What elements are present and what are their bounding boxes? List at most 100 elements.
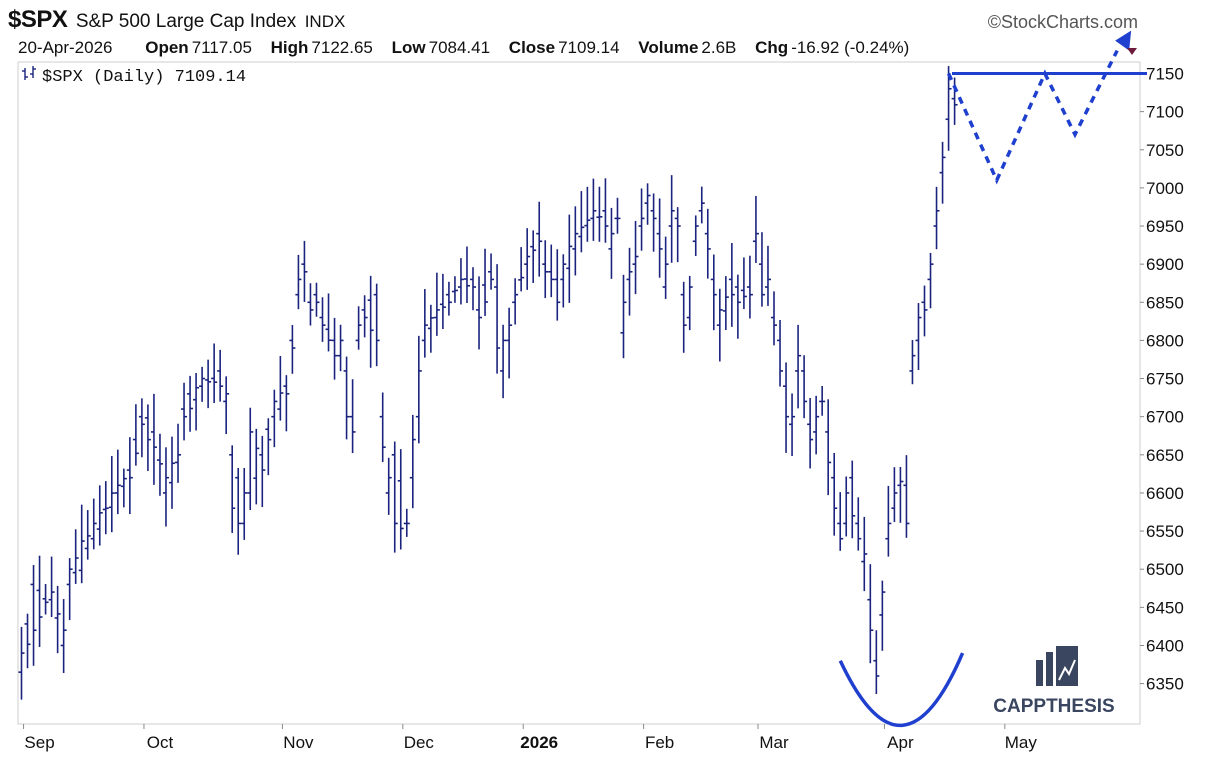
ohlc-bar — [24, 613, 31, 669]
y-tick-label: 7100 — [1146, 103, 1184, 122]
ohlc-bar — [572, 206, 579, 276]
ohlc-bar — [169, 436, 175, 509]
ohlc-bar — [391, 441, 398, 553]
ohlc-bar — [421, 289, 428, 358]
y-tick-label: 6850 — [1146, 293, 1184, 312]
bottom-bowl-curve — [838, 652, 965, 728]
ohlc-bar — [18, 626, 25, 700]
ohlc-bar — [229, 445, 236, 533]
ohlc-bar — [933, 186, 940, 250]
ohlc-bar — [632, 220, 639, 295]
ohlc-bar — [915, 303, 922, 370]
ohlc-bar — [536, 201, 543, 277]
ohlc-bar — [60, 599, 67, 674]
ohlc-bar — [819, 385, 826, 416]
ohlc-bar — [548, 244, 555, 298]
y-tick-label: 6750 — [1146, 370, 1184, 389]
ohlc-bar — [78, 504, 85, 584]
chart-title: $SPX S&P 500 Large Cap Index INDX — [8, 6, 345, 36]
ohlc-bar — [560, 254, 567, 308]
ohlc-bars — [18, 66, 958, 700]
ohlc-bar — [403, 508, 410, 537]
ohlc-bar — [879, 580, 886, 651]
ohlc-bar — [223, 376, 230, 435]
ohlc-bar — [367, 275, 374, 368]
ohlc-bar — [385, 457, 392, 515]
ohlc-bar — [217, 349, 224, 402]
ohlc-bar — [211, 343, 218, 404]
ohlc-bar — [36, 555, 43, 647]
ohlc-bar — [945, 66, 952, 151]
ohlc-bar — [313, 282, 320, 317]
ohlc-bar — [801, 355, 808, 419]
x-tick-label: Apr — [887, 733, 914, 752]
ohlc-bar — [72, 529, 79, 584]
ohlc-bar — [126, 437, 133, 515]
ohlc-bar — [187, 375, 194, 432]
annotations — [838, 30, 1147, 728]
plot-frame — [17, 61, 1141, 725]
close-value: 7109.14 — [558, 38, 620, 57]
chg-value: -16.92 (-0.24%) — [791, 38, 910, 57]
ohlc-bar — [855, 497, 862, 551]
ohlc-bar — [439, 273, 446, 330]
ticker-symbol: $SPX — [8, 6, 68, 33]
ohlc-bar — [150, 393, 157, 485]
brand-watermark[interactable]: ©StockCharts.com — [987, 12, 1138, 32]
ohlc-bar — [84, 510, 91, 560]
ohlc-bar — [457, 258, 464, 305]
x-tick-label: Nov — [283, 733, 314, 752]
y-tick-label: 6550 — [1146, 522, 1184, 541]
ohlc-bar — [939, 141, 946, 204]
ohlc-bar — [668, 175, 675, 263]
legend: $SPX (Daily) 7109.14 — [22, 66, 246, 87]
ohlc-bar — [301, 240, 308, 302]
x-tick-label: Mar — [759, 733, 789, 752]
y-tick-label: 6400 — [1146, 636, 1184, 655]
x-tick-label: 2026 — [520, 733, 558, 752]
ohlc-bar — [710, 254, 717, 331]
ohlc-bar — [783, 362, 790, 453]
quote-date: 20-Apr-2026 — [18, 38, 113, 57]
ohlc-bar — [48, 556, 55, 618]
ohlc-bar — [722, 276, 729, 330]
ohlc-bar — [433, 272, 440, 336]
y-tick-label: 6650 — [1146, 446, 1184, 465]
ohlc-bar — [578, 191, 585, 253]
ohlc-bar — [771, 291, 777, 346]
ohlc-bar — [193, 372, 200, 431]
exchange-label: INDX — [304, 12, 346, 31]
ohlc-bar — [271, 389, 278, 448]
ohlc-bar — [662, 236, 669, 299]
ohlc-bar — [909, 340, 916, 385]
ohlc-bar — [289, 325, 296, 374]
ohlc-bar — [325, 293, 332, 352]
ohlc-bar — [620, 274, 627, 359]
ohlc-bar — [488, 253, 495, 290]
ohlc-bar — [590, 178, 597, 241]
ohlc-bar — [307, 283, 314, 326]
y-tick-label: 6350 — [1146, 675, 1184, 694]
projection-arrowhead — [1115, 30, 1132, 51]
ohlc-bar — [463, 246, 470, 303]
legend-label: $SPX (Daily) 7109.14 — [42, 68, 246, 87]
ohlc-bar — [482, 248, 489, 316]
x-tick-label: Feb — [645, 733, 674, 752]
ohlc-bar — [686, 275, 693, 331]
ohlc-bar — [199, 366, 206, 402]
ohlc-bar — [108, 456, 115, 533]
ohlc-bar — [873, 630, 880, 695]
ohlc-bar — [66, 558, 73, 621]
ohlc-bar — [608, 207, 615, 279]
ohlc-bar — [175, 423, 182, 483]
ohlc-bar — [96, 485, 103, 546]
ohlc-bar — [530, 230, 537, 283]
ohlc-bar — [476, 276, 483, 350]
ohlc-bar — [518, 247, 525, 292]
high-value: 7122.65 — [311, 38, 373, 57]
ohlc-bar — [349, 379, 356, 454]
ohlc-bar — [470, 267, 476, 311]
logo-text: CAPPTHESIS — [993, 696, 1114, 717]
ohlc-bar — [355, 306, 362, 350]
